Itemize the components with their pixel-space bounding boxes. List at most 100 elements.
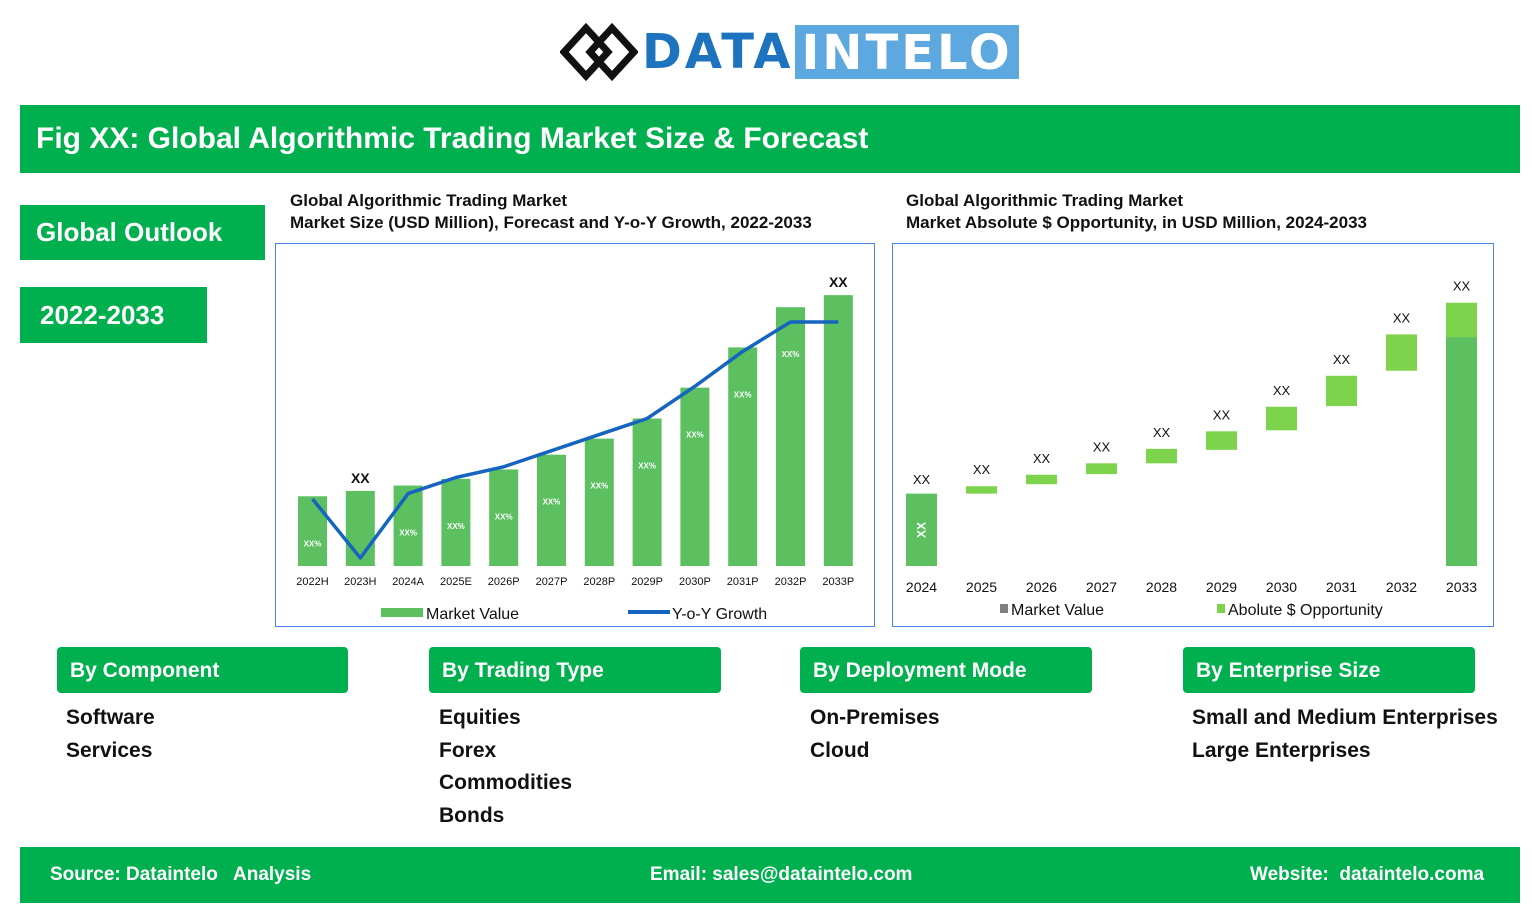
segment-list-component: Software Services	[66, 706, 155, 771]
x-tick-label: 2031P	[727, 576, 759, 588]
list-item: Equities	[439, 706, 521, 729]
bar-market-value	[584, 438, 614, 566]
bar-market-value	[393, 485, 423, 566]
x-tick-label: 2027P	[536, 576, 568, 588]
list-item: Large Enterprises	[1192, 738, 1371, 762]
absolute-opportunity-chart: 2024 XX XX 2025 XX 2026 XX 2027 XX 2028 XX 2029 XX 20…	[906, 279, 1477, 619]
list-item: Cloud	[810, 738, 870, 762]
bar-market-value	[632, 418, 662, 566]
logo-text-intelo: INTELO	[795, 25, 1019, 81]
bar-market-value	[728, 347, 758, 566]
bar-data-label: XX	[1093, 439, 1111, 454]
bar-market-value	[298, 496, 327, 566]
bar-data-label: XX	[1333, 352, 1351, 367]
bar-opportunity	[1026, 474, 1057, 485]
x-tick-label: 2026P	[488, 576, 520, 588]
chart1-title: Global Algorithmic Trading Market	[290, 191, 568, 210]
list-item: Small and Medium Enterprises	[1192, 706, 1498, 729]
segment-header-enterprise-size: By Enterprise Size	[1183, 647, 1475, 693]
bar-data-label: XX	[829, 274, 848, 290]
segment-list-enterprise-size: Small and Medium Enterprises Large Enter…	[1192, 706, 1498, 771]
x-tick-label: 2029P	[631, 576, 663, 588]
segment-title: By Enterprise Size	[1196, 659, 1381, 682]
bar-data-label: XX%	[399, 529, 417, 538]
segment-title: By Trading Type	[442, 659, 604, 682]
list-item: Services	[66, 738, 153, 762]
legend-swatch-market-value	[1000, 604, 1008, 613]
global-outlook-badge: Global Outlook	[20, 205, 265, 260]
chart2-title: Global Algorithmic Trading Market	[906, 191, 1184, 210]
segment-list-deployment-mode: On-Premises Cloud	[810, 706, 940, 771]
x-tick-label: 2033P	[822, 576, 854, 588]
footer-website[interactable]: Website: dataintelo.coma	[1250, 864, 1485, 885]
chart2-subtitle: Market Absolute $ Opportunity, in USD Mi…	[906, 213, 1367, 232]
x-tick-label: 2024A	[392, 576, 424, 588]
logo-text-data: DATA	[642, 24, 794, 80]
x-tick-label: 2028P	[583, 576, 615, 588]
bar-opportunity	[1386, 334, 1417, 371]
list-item: Forex	[439, 738, 497, 762]
x-tick-label: 2029	[1206, 579, 1237, 595]
segment-header-trading-type: By Trading Type	[429, 647, 721, 693]
chart2-heading: Global Algorithmic Trading Market Market…	[906, 190, 1367, 234]
bar-data-label: XX%	[590, 482, 608, 491]
bar-inner-label: XX	[915, 522, 929, 538]
legend-swatch-market-value	[381, 608, 423, 617]
x-tick-label: 2026	[1026, 579, 1057, 595]
x-tick-label: 2027	[1086, 579, 1117, 595]
bar-data-label: XX%	[782, 350, 800, 359]
years-label: 2022-2033	[40, 300, 165, 330]
bar-opportunity	[1446, 302, 1477, 338]
legend-label-market-value: Market Value	[426, 606, 519, 623]
x-tick-label: 2024	[906, 579, 937, 595]
bar-data-label: XX	[1033, 451, 1051, 466]
segment-title: By Deployment Mode	[813, 659, 1027, 682]
bar-market-value	[1446, 337, 1477, 566]
brand-logo: DATA INTELO	[560, 22, 1019, 82]
x-tick-label: 2031	[1326, 579, 1357, 595]
chart1-frame: 2022H XX% 2023H XX 2024A XX% 2025E XX% 2026P XX% 2…	[275, 243, 875, 627]
chart1-subtitle: Market Size (USD Million), Forecast and …	[290, 213, 812, 232]
bar-data-label: XX	[1213, 407, 1231, 422]
bar-opportunity	[966, 486, 997, 494]
legend-swatch-opportunity	[1217, 604, 1225, 613]
x-tick-label: 2022H	[296, 576, 328, 588]
segment-header-component: By Component	[57, 647, 348, 693]
segment-title: By Component	[70, 659, 220, 682]
x-tick-label: 2025E	[440, 576, 472, 588]
list-item: On-Premises	[810, 706, 940, 729]
x-tick-label: 2030P	[679, 576, 711, 588]
list-item: Software	[66, 706, 155, 729]
chart2-frame: 2024 XX XX 2025 XX 2026 XX 2027 XX 2028 XX 2029 XX 20…	[892, 243, 1494, 627]
bar-data-label: XX%	[304, 539, 322, 548]
bar-opportunity	[1206, 431, 1237, 450]
x-tick-label: 2025	[966, 579, 997, 595]
list-item: Commodities	[439, 771, 573, 794]
footer-source: Source: Dataintelo Analysis	[50, 864, 312, 885]
bar-data-label: XX	[973, 462, 991, 477]
bar-data-label: XX%	[734, 390, 752, 399]
bar-market-value	[441, 478, 471, 566]
logo-diamond-icon	[560, 22, 638, 82]
bar-data-label: XX%	[638, 462, 656, 471]
bar-opportunity	[1086, 463, 1117, 475]
footer-email[interactable]: Email: sales@dataintelo.com	[650, 864, 913, 885]
bar-data-label: XX	[1393, 310, 1411, 325]
bar-data-label: XX	[351, 470, 370, 486]
bar-market-value	[537, 454, 566, 566]
x-tick-label: 2032	[1386, 579, 1417, 595]
legend-label-yoy-growth: Y-o-Y Growth	[672, 606, 767, 623]
segment-header-deployment-mode: By Deployment Mode	[800, 647, 1092, 693]
line-yoy-growth	[311, 320, 839, 560]
legend-label-market-value: Market Value	[1011, 602, 1104, 619]
x-tick-label: 2030	[1266, 579, 1297, 595]
bar-market-value	[823, 295, 853, 566]
chart1-heading: Global Algorithmic Trading Market Market…	[290, 190, 812, 234]
bar-market-value	[489, 469, 519, 566]
legend-label-opportunity: Abolute $ Opportunity	[1228, 602, 1383, 619]
global-outlook-label: Global Outlook	[36, 217, 223, 247]
bar-market-value	[906, 493, 937, 566]
bar-data-label: XX	[1453, 279, 1471, 294]
x-tick-label: 2028	[1146, 579, 1177, 595]
footer-bar: Source: Dataintelo Analysis Email: sales…	[20, 847, 1520, 903]
